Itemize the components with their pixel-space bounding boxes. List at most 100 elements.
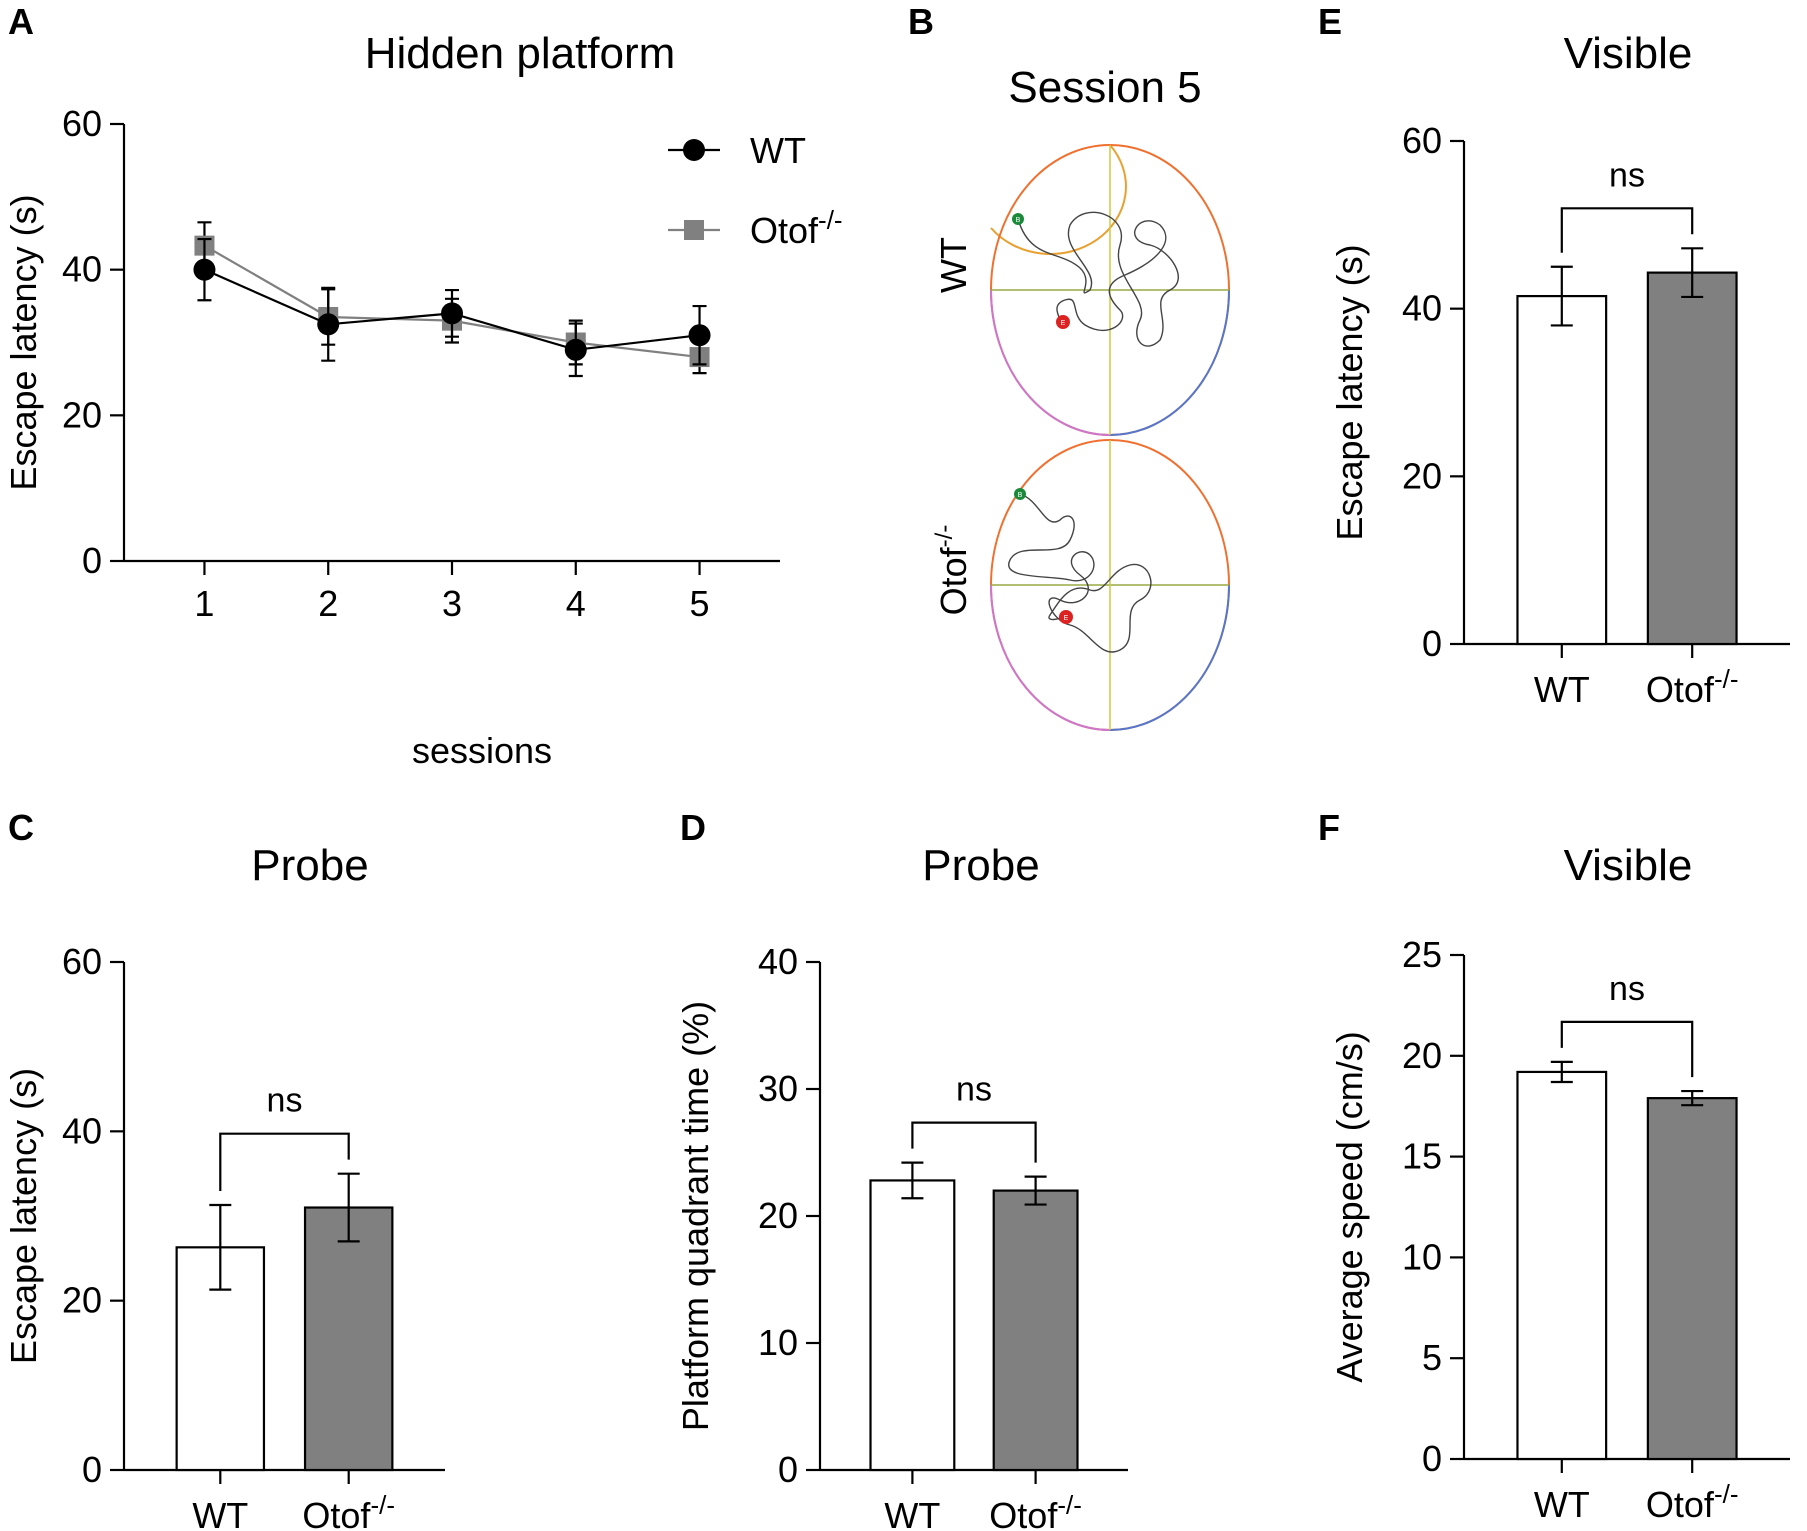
end-marker-wt <box>1056 315 1070 329</box>
y-tick-label: 15 <box>1402 1136 1442 1177</box>
y-tick-label: 20 <box>62 394 102 435</box>
maze-panel: Session 5 B E WT B E <box>931 63 1230 731</box>
y-tick-label: 10 <box>1402 1236 1442 1277</box>
y-tick-label: 20 <box>1402 1035 1442 1076</box>
x-tick-label: 2 <box>318 583 338 624</box>
data-point <box>193 258 216 281</box>
end-marker-label: E <box>1064 615 1069 622</box>
x-tick-label: Otof-/- <box>1646 664 1739 710</box>
significance-label: ns <box>1609 970 1645 1008</box>
bar-otof <box>303 1206 394 1472</box>
chart-hidden-platform: Hidden platform 0 20 40 60 Escape latency (s)… <box>3 29 843 771</box>
bar-wt <box>869 1179 956 1472</box>
significance-bracket <box>911 1121 1037 1163</box>
y-axis-label: Escape latency (s) <box>3 194 44 490</box>
y-tick-label: 40 <box>62 249 102 290</box>
bar-otof <box>1646 271 1738 646</box>
maze-title: Session 5 <box>1008 63 1201 112</box>
chart-probe-latency: Probe 0 20 40 60 Escape latency (s) WT Otof-/- n… <box>3 841 445 1531</box>
chart-title: Probe <box>251 841 368 890</box>
y-tick-label: 25 <box>1402 934 1442 975</box>
x-tick-label: WT <box>884 1495 940 1531</box>
legend-label: Otof-/- <box>750 205 843 251</box>
x-tick-label: 1 <box>194 583 214 624</box>
legend-label: WT <box>750 130 806 171</box>
x-tick-label: 5 <box>690 583 710 624</box>
chart-visible-latency: Visible 0 20 40 60 Escape latency (s) WT Otof-/… <box>1329 29 1790 710</box>
y-axis-label: Escape latency (s) <box>1329 244 1370 540</box>
start-marker-label: B <box>1016 217 1021 224</box>
x-tick-label: Otof-/- <box>989 1490 1082 1531</box>
panel-label-c: C <box>8 807 34 848</box>
pool-arc-nw <box>990 144 1127 255</box>
y-axis-label: Average speed (cm/s) <box>1329 1031 1370 1383</box>
y-tick-label: 10 <box>758 1322 798 1363</box>
series-wt <box>193 237 711 378</box>
chart-probe-quadrant: Probe 0 10 20 30 40 Platform quadrant time (%)… <box>675 841 1128 1531</box>
y-tick-label: 40 <box>62 1110 102 1151</box>
data-point <box>317 313 340 336</box>
error-bar <box>1550 1060 1573 1084</box>
y-tick-label: 20 <box>62 1280 102 1321</box>
legend-marker <box>684 220 704 240</box>
swim-path-wt <box>1017 211 1179 347</box>
chart-title: Hidden platform <box>365 29 676 78</box>
x-tick-label: Otof-/- <box>302 1490 395 1531</box>
start-marker-otof <box>1014 488 1026 500</box>
x-axis-label: sessions <box>412 730 552 771</box>
error-bar <box>337 1172 360 1243</box>
pool-quadrant-se <box>1109 289 1230 436</box>
maze-wt: B E WT <box>933 144 1230 436</box>
start-marker-wt <box>1012 213 1024 225</box>
y-tick-label: 5 <box>1422 1337 1442 1378</box>
panel-label-f: F <box>1318 807 1340 848</box>
y-tick-label: 0 <box>82 540 102 581</box>
bar-otof <box>992 1189 1079 1472</box>
significance-label: ns <box>956 1071 992 1109</box>
data-point <box>564 338 587 361</box>
pool-quadrant-sw <box>990 289 1111 436</box>
error-bar <box>209 1203 232 1291</box>
significance-label: ns <box>267 1082 303 1120</box>
panel-label-e: E <box>1318 1 1342 42</box>
y-tick-label: 60 <box>1402 120 1442 161</box>
end-marker-otof <box>1059 610 1073 624</box>
y-axis-label: Escape latency (s) <box>3 1068 44 1364</box>
significance-label: ns <box>1609 156 1645 194</box>
maze-row-label-wt: WT <box>933 237 974 293</box>
bar-wt <box>1516 1070 1608 1461</box>
panel-label-a: A <box>8 1 34 42</box>
swim-path-otof <box>1008 493 1152 653</box>
error-bar <box>1024 1175 1047 1206</box>
error-bar <box>1681 247 1704 299</box>
y-tick-label: 40 <box>758 941 798 982</box>
y-tick-label: 20 <box>758 1195 798 1236</box>
x-tick-label: Otof-/- <box>1646 1479 1739 1525</box>
y-tick-label: 30 <box>758 1068 798 1109</box>
panel-label-d: D <box>680 807 706 848</box>
y-tick-label: 0 <box>1422 623 1442 664</box>
legend-item: WT <box>668 130 806 171</box>
data-point <box>688 324 711 347</box>
error-bar <box>1550 265 1573 327</box>
y-tick-label: 20 <box>1402 455 1442 496</box>
x-tick-label: WT <box>192 1495 248 1531</box>
significance-bracket <box>1560 1020 1694 1078</box>
y-tick-label: 60 <box>62 941 102 982</box>
legend-marker <box>683 139 705 161</box>
chart-title: Visible <box>1564 29 1693 78</box>
maze-row-label-otof: Otof-/- <box>931 525 974 616</box>
bar-wt <box>1516 294 1608 646</box>
x-tick-label: WT <box>1534 1484 1590 1525</box>
panel-label-b: B <box>908 1 934 42</box>
y-tick-label: 60 <box>62 103 102 144</box>
y-tick-label: 0 <box>1422 1438 1442 1479</box>
start-marker-label: B <box>1018 492 1023 499</box>
x-tick-label: 4 <box>566 583 586 624</box>
end-marker-label: E <box>1061 320 1066 327</box>
y-tick-label: 0 <box>82 1449 102 1490</box>
significance-bracket <box>219 1132 350 1191</box>
x-tick-label: WT <box>1534 669 1590 710</box>
x-tick-label: 3 <box>442 583 462 624</box>
